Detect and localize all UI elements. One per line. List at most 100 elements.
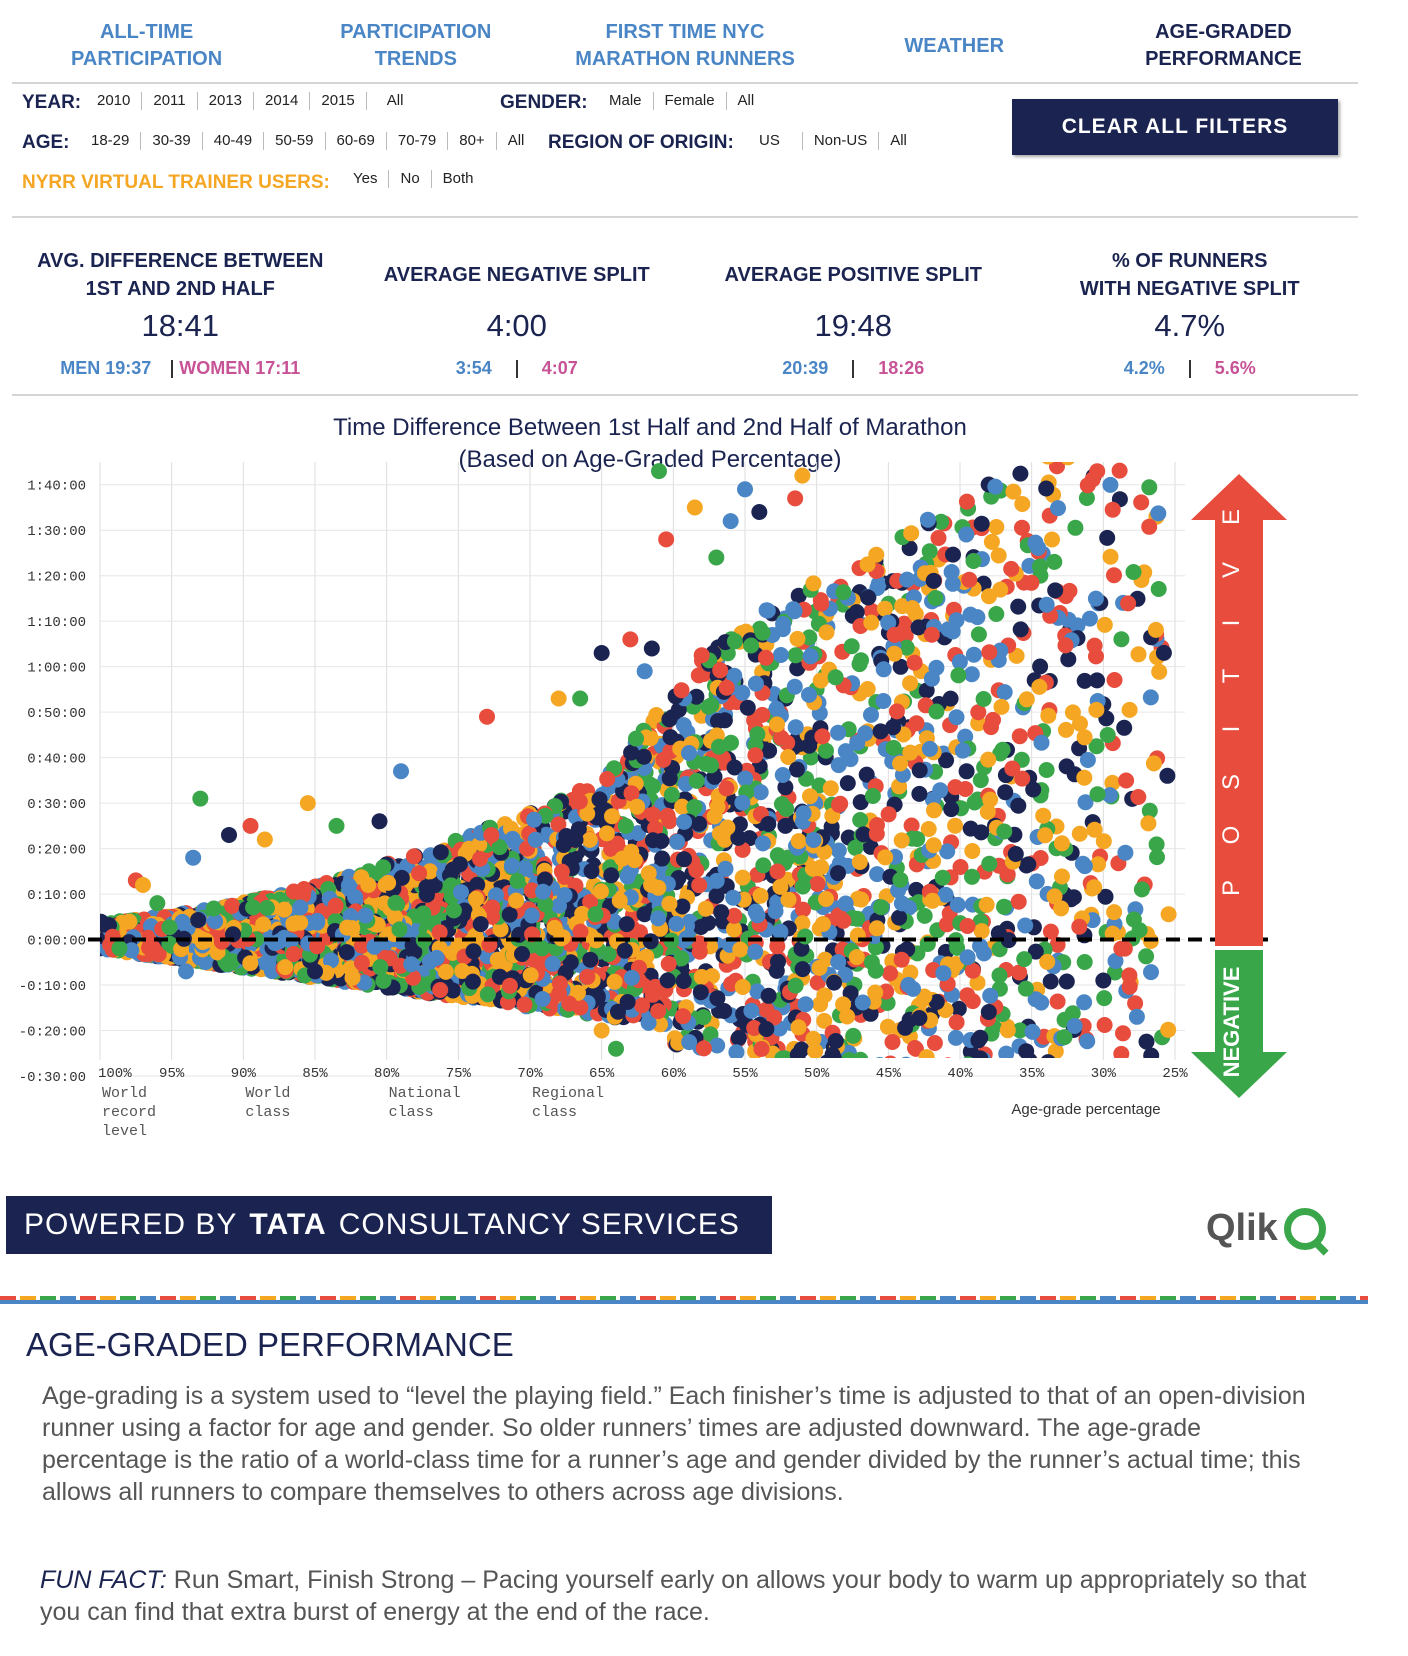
scatter-point <box>921 1067 937 1083</box>
scatter-point <box>1049 1082 1065 1098</box>
stat-title-line2: 1ST AND 2ND HALF <box>85 278 275 300</box>
scatter-point <box>892 755 909 772</box>
age-option[interactable]: 30-39 <box>141 132 203 150</box>
scatter-point <box>775 616 792 632</box>
scatter-point <box>192 790 209 807</box>
scatter-point <box>1097 888 1114 905</box>
scatter-point <box>886 626 903 643</box>
nav-label-line1: AGE-GRADED <box>1155 21 1292 43</box>
year-option[interactable]: 2013 <box>198 92 255 110</box>
scatter-point <box>527 831 544 848</box>
scatter-point <box>1016 951 1033 968</box>
nav-label-line1: FIRST TIME NYC <box>605 21 765 43</box>
scatter-point <box>898 639 915 656</box>
scatter-point <box>491 839 508 856</box>
scatter-point <box>880 614 897 631</box>
age-option[interactable]: 40-49 <box>203 132 265 150</box>
scatter-point <box>1079 752 1096 768</box>
gender-option[interactable]: Female <box>654 92 727 110</box>
scatter-point <box>1155 644 1172 661</box>
scatter-point <box>1086 879 1103 896</box>
scatter-point <box>908 715 925 732</box>
scatter-point <box>643 876 660 893</box>
scatter-point <box>868 825 885 842</box>
scatter-point <box>472 916 489 933</box>
scatter-point <box>845 1027 862 1044</box>
year-option[interactable]: 2010 <box>86 92 143 110</box>
stat-women: 4:07 <box>541 358 578 378</box>
scatter-point <box>629 798 646 815</box>
scatter-point <box>403 956 420 973</box>
scatter-point <box>1150 581 1167 597</box>
trainer-option[interactable]: No <box>389 170 432 188</box>
scatter-point <box>993 698 1010 715</box>
trainer-option[interactable]: Both <box>442 170 474 187</box>
region-option[interactable]: Non-US <box>803 132 880 150</box>
scatter-point <box>357 907 374 924</box>
age-option[interactable]: 80+ <box>448 132 497 150</box>
scatter-point <box>655 751 672 768</box>
scatter-point <box>1054 868 1070 885</box>
scatter-point <box>644 986 661 1003</box>
positive-arrow <box>1191 474 1287 946</box>
age-option[interactable]: 60-69 <box>326 132 387 150</box>
scatter-point <box>1131 922 1148 939</box>
age-option[interactable]: 50-59 <box>264 132 326 150</box>
nav-weather[interactable]: WEATHER <box>820 10 1089 82</box>
year-option[interactable]: 2014 <box>254 92 311 110</box>
scatter-point <box>853 891 870 908</box>
scatter-point <box>593 645 610 662</box>
region-option[interactable]: US <box>748 132 803 150</box>
scatter-point <box>992 745 1009 762</box>
year-option[interactable]: All <box>386 92 404 109</box>
scatter-point <box>987 478 1004 495</box>
scatter-point <box>1072 715 1088 732</box>
scatter-point <box>926 1035 943 1051</box>
scatter-point <box>913 1059 929 1075</box>
scatter-point <box>761 742 778 759</box>
scatter-point <box>920 821 937 837</box>
age-option[interactable]: 70-79 <box>387 132 449 150</box>
year-option[interactable]: 2011 <box>142 92 198 110</box>
scatter-point <box>935 965 952 982</box>
gender-option[interactable]: All <box>737 92 755 109</box>
clear-all-filters-button[interactable]: CLEAR ALL FILTERS <box>1012 99 1338 155</box>
scatter-point <box>725 889 742 906</box>
scatter-point <box>970 1032 987 1049</box>
scatter-point <box>1106 672 1123 688</box>
year-option[interactable]: 2015 <box>310 92 367 110</box>
scatter-point <box>464 973 481 990</box>
scatter-point <box>921 740 938 757</box>
scatter-point <box>835 996 852 1013</box>
age-option[interactable]: All <box>507 132 525 149</box>
scatter-point <box>277 959 294 976</box>
scatter-point <box>1099 529 1116 546</box>
scatter-point <box>501 977 518 994</box>
scatter-point <box>1035 807 1052 824</box>
scatter-point <box>830 757 847 774</box>
negative-arrow <box>1191 950 1287 1098</box>
scatter-point <box>876 600 893 617</box>
nav-first-time-runners[interactable]: FIRST TIME NYC MARATHON RUNNERS <box>550 10 819 82</box>
scatter-point <box>728 1044 745 1058</box>
nav-all-time-participation[interactable]: ALL-TIME PARTICIPATION <box>12 10 281 82</box>
scatter-point <box>327 897 344 914</box>
scatter-point <box>1076 729 1093 746</box>
scatter-point <box>640 1014 657 1031</box>
gender-option[interactable]: Male <box>598 92 654 110</box>
scatter-point <box>692 984 709 1001</box>
scatter-point <box>786 678 803 695</box>
scatter-point <box>1058 973 1075 990</box>
scatter-point <box>550 816 567 833</box>
gender-options: Male Female All <box>598 92 765 110</box>
x-tick-label: 55% <box>732 1066 758 1082</box>
age-option[interactable]: 18-29 <box>80 132 142 150</box>
scatter-point <box>1140 815 1157 832</box>
region-option[interactable]: All <box>890 132 907 149</box>
nav-age-graded-performance[interactable]: AGE-GRADED PERFORMANCE <box>1089 10 1358 82</box>
nav-participation-trends[interactable]: PARTICIPATION TRENDS <box>281 10 550 82</box>
scatter-point <box>1023 574 1040 591</box>
scatter-point <box>827 1033 844 1049</box>
scatter-point <box>1104 501 1121 518</box>
trainer-option[interactable]: Yes <box>342 170 390 188</box>
